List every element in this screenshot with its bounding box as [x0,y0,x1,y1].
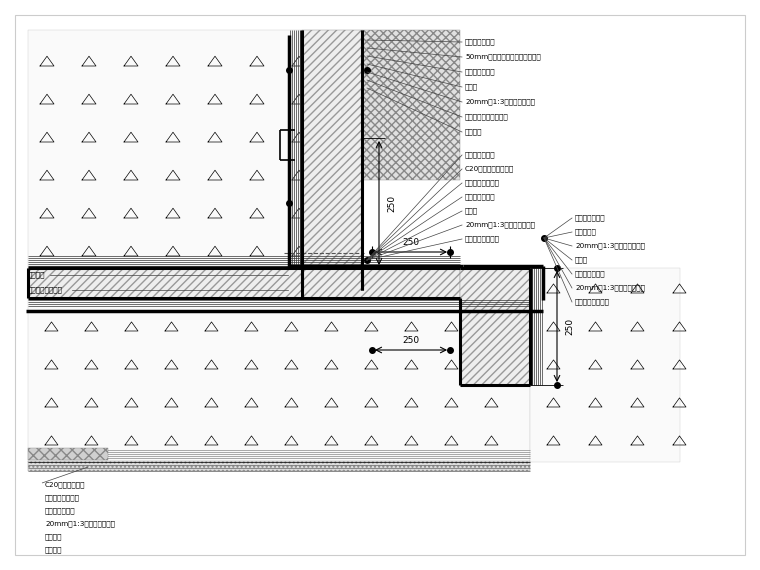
Text: 一遍土工布隔离层: 一遍土工布隔离层 [465,180,500,186]
Text: 250: 250 [565,318,574,335]
Bar [530,268,680,462]
Text: 附加层: 附加层 [465,207,478,214]
Text: C20细石砼保护层: C20细石砼保护层 [45,482,85,488]
Text: 20mm厚1:3水泥砂浆保护层: 20mm厚1:3水泥砂浆保护层 [575,284,645,291]
Text: 回填土分层夯实: 回填土分层夯实 [465,152,496,158]
Text: 250: 250 [387,194,396,211]
Bar [28,30,302,268]
Text: 回填土分层夯实: 回填土分层夯实 [465,39,496,45]
Bar [362,30,460,180]
Text: 防水卷材防水层: 防水卷材防水层 [465,194,496,200]
Bar [28,298,530,462]
Bar [28,461,530,471]
Bar [28,268,460,298]
Bar [28,448,108,460]
Text: 防水卷材防水层: 防水卷材防水层 [45,508,76,514]
Text: 钢筋砼自防水底板: 钢筋砼自防水底板 [575,299,610,306]
Text: 回填土分层夯实: 回填土分层夯实 [575,215,606,221]
Bar [460,268,530,385]
Text: 20mm厚1:3水泥砂浆找平层: 20mm厚1:3水泥砂浆找平层 [575,243,645,249]
Bar [302,30,362,290]
Text: 防水卷材防水层: 防水卷材防水层 [465,69,496,75]
Text: C20细石混凝土保护层: C20细石混凝土保护层 [465,166,515,172]
Text: 素砼垫层: 素砼垫层 [45,534,62,540]
Text: 镀锌砼自防水底板: 镀锌砼自防水底板 [465,236,500,242]
Text: 防水卷材防水层: 防水卷材防水层 [575,271,606,277]
Text: 20mm厚1:3水泥砂浆找平层: 20mm厚1:3水泥砂浆找平层 [465,99,535,105]
Text: 50mm厚聚苯乙烯泡沫板软保护层: 50mm厚聚苯乙烯泡沫板软保护层 [465,54,541,60]
Text: 水久砖胎模: 水久砖胎模 [575,229,597,235]
Text: 250: 250 [403,336,420,345]
Text: 防水涂料: 防水涂料 [465,129,483,135]
Text: 附加层: 附加层 [465,84,478,90]
Text: 素土夯实: 素土夯实 [45,547,62,553]
Text: 附加层: 附加层 [575,256,588,263]
Text: 250: 250 [403,238,420,247]
Text: 镀锌砼自防水底板: 镀锌砼自防水底板 [28,287,63,294]
Text: 结构自防水钢筋砼侧墙: 结构自防水钢筋砼侧墙 [465,113,508,120]
Text: 防水涂料: 防水涂料 [28,272,46,278]
Text: 一遍土工布隔离层: 一遍土工布隔离层 [45,495,80,501]
Text: 20mm厚1:3水泥砂浆找平层: 20mm厚1:3水泥砂浆找平层 [45,521,115,527]
Text: 20mm厚1:3水泥砂浆找平层: 20mm厚1:3水泥砂浆找平层 [465,222,535,229]
